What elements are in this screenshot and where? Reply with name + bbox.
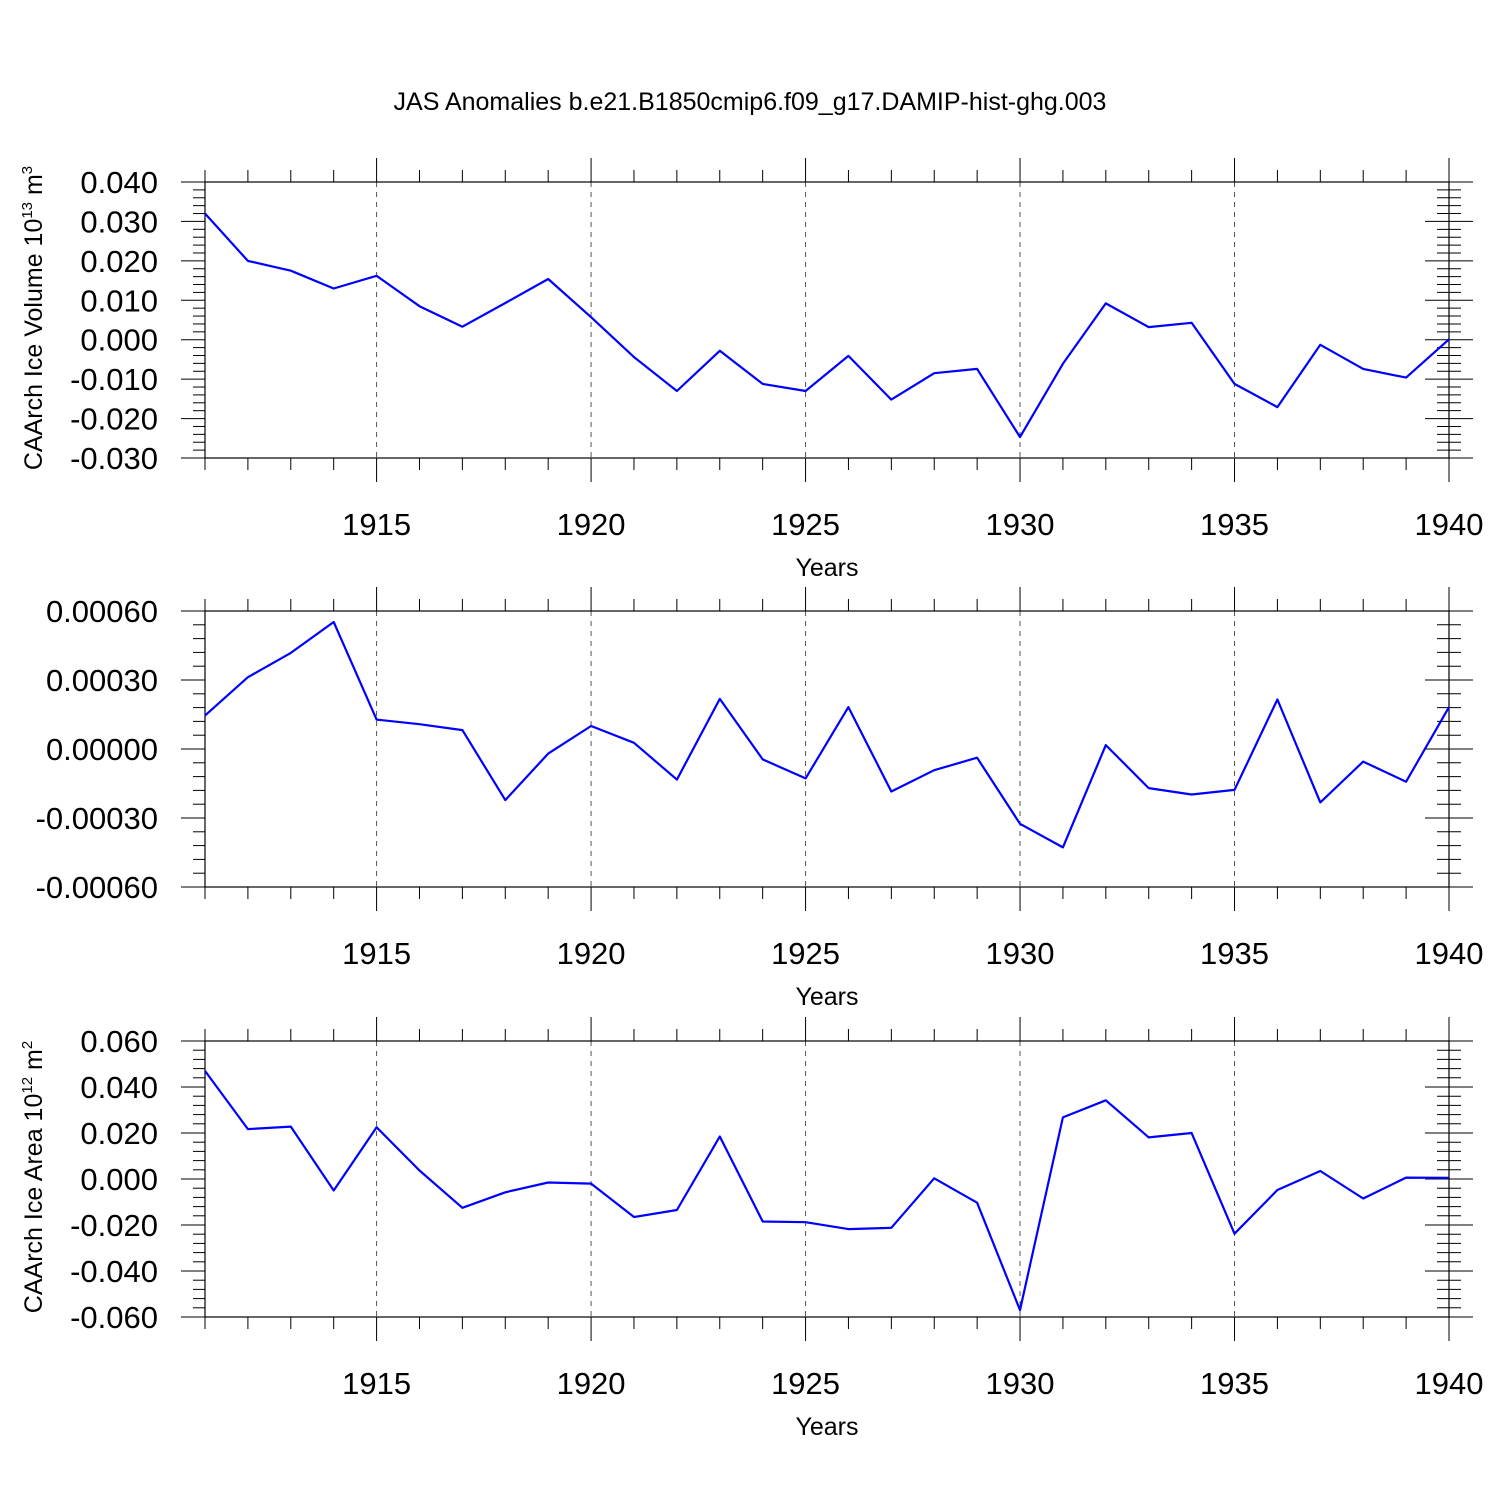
x-tick-label: 1915 [342,507,411,542]
y-tick-label: -0.00060 [36,870,158,905]
x-tick-label: 1920 [557,1366,626,1401]
chart-panel-3: 0.060 0.040 0.020 0.000 -0.020 -0.040 -0.060 19… [19,1017,1483,1441]
y-tick-label: -0.030 [70,441,158,476]
y-tick-label: -0.020 [70,1208,158,1243]
x-axis-label: Years [795,1413,858,1441]
x-tick-label: 1930 [986,1366,1055,1401]
y-tick-label: 0.020 [80,1116,158,1151]
y-tick-label: -0.060 [70,1300,158,1335]
y-tick-label: 0.00000 [46,732,158,767]
y-tick-label: 0.060 [80,1024,158,1059]
y-tick-label: 0.00030 [46,663,158,698]
y-tick-label: -0.00030 [36,801,158,836]
y-tick-label: 0.020 [80,244,158,279]
x-tick-label: 1925 [771,936,840,971]
y-axis-label: CAArch Ice Volume 1013 m3 [19,166,48,470]
plot-frame [204,181,1450,459]
chart-panel-2: 0.00060 0.00030 0.00000 -0.00030 -0.00060 191… [36,587,1484,1011]
x-tick-label: 1935 [1200,507,1269,542]
x-axis-label: Years [795,554,858,582]
y-tick-label: 0.010 [80,283,158,318]
y-tick-label: 0.030 [80,204,158,239]
x-tick-label: 1920 [557,507,626,542]
x-tick-label: 1925 [771,1366,840,1401]
y-axis-label: CAArch Ice Area 1012 m2 [19,1041,48,1313]
x-tick-label: 1940 [1415,507,1484,542]
figure-title: JAS Anomalies b.e21.B1850cmip6.f09_g17.D… [394,88,1107,116]
plot-frame [204,1040,1450,1318]
y-tick-label: 0.000 [80,1162,158,1197]
x-tick-label: 1940 [1415,1366,1484,1401]
y-tick-label: -0.010 [70,362,158,397]
plot-frame [204,610,1450,888]
x-tick-label: 1915 [342,936,411,971]
x-tick-label: 1930 [986,936,1055,971]
y-tick-label: 0.000 [80,323,158,358]
x-tick-label: 1915 [342,1366,411,1401]
series-line [204,212,1450,439]
x-tick-label: 1940 [1415,936,1484,971]
y-tick-label: 0.040 [80,1070,158,1105]
chart-panel-1: 0.040 0.030 0.020 0.010 0.000 -0.010 -0.020 -0.… [19,158,1483,582]
y-tick-label: -0.020 [70,402,158,437]
y-tick-label: 0.00060 [46,594,158,629]
panels-group: 0.040 0.030 0.020 0.010 0.000 -0.010 -0.020 -0.… [19,158,1483,1441]
x-tick-label: 1920 [557,936,626,971]
x-tick-label: 1935 [1200,936,1269,971]
x-tick-label: 1935 [1200,1366,1269,1401]
x-tick-label: 1930 [986,507,1055,542]
x-tick-label: 1925 [771,507,840,542]
series-line [204,1070,1450,1312]
series-line [204,620,1450,849]
x-axis-label: Years [795,983,858,1011]
y-tick-label: -0.040 [70,1254,158,1289]
y-tick-label: 0.040 [80,165,158,200]
